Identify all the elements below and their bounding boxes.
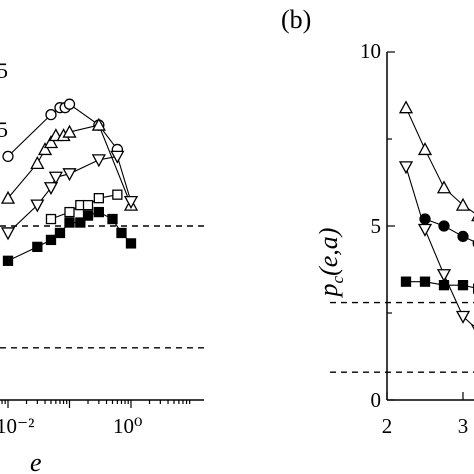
panel-b-series-4-point-4 [457, 280, 469, 291]
panel-a-series-1-point-2 [45, 108, 57, 121]
panel-a-series-5-point-2 [32, 241, 43, 253]
panel-b-series-2-point-3 [457, 230, 469, 243]
panel-a-series-3-point-6 [91, 154, 106, 168]
panel-a-xlabel: e [30, 448, 42, 474]
panel-a-series-2-point-1 [0, 190, 16, 204]
panel-a-series-2-point-3 [37, 142, 53, 156]
panel-b-xtick-label-2: 2 [382, 414, 393, 438]
panel-a-ticks [1, 400, 191, 408]
panel-b-series-2-line [424, 218, 474, 243]
panel-b-series-1-point-3 [436, 180, 452, 194]
panel-a-reference-lines [0, 225, 204, 349]
panel-b-series-4-point-3 [438, 280, 450, 291]
panel-a-series-2-point-8 [91, 117, 106, 131]
panel-a-series-3-point-4 [48, 171, 63, 185]
panel-a-series-5-point-7 [82, 210, 94, 221]
panel-a-series-4-point-4 [82, 199, 94, 211]
panel-b-ylabel-p: p [314, 283, 343, 298]
panel-b-ylabel-sub: c [328, 275, 347, 283]
panel-a-series-3-point-2 [30, 199, 45, 213]
panel-a-series-5-point-5 [64, 217, 75, 228]
panel-a-series-2-point-4 [43, 135, 59, 149]
panel-a-series-3-point-7 [110, 150, 125, 164]
panel-b-series-3-point-3 [436, 269, 452, 283]
panel-a: 5 5 10⁻² 10⁰ e [0, 58, 204, 474]
svg-text:pc(e,a): pc(e,a) [314, 228, 347, 299]
panel-a-series-4-point-2 [64, 206, 75, 218]
panel-b-series-3-point-1 [398, 161, 414, 175]
panel-a-series-4-point-1 [45, 213, 57, 225]
panel-a-series-3-point-3 [43, 182, 59, 196]
panel-b-label: (b) [281, 5, 311, 34]
panel-a-series-5-point-4 [54, 227, 66, 239]
panel-a-series-5-point-11 [125, 238, 137, 249]
panel-a-series-5-point-8 [93, 206, 104, 218]
panel-a-series-5-point-3 [45, 234, 57, 246]
panel-b-series [398, 100, 474, 331]
panel-b-xtick-label-3: 3 [458, 414, 469, 438]
panel-a-xtick-label-2: 10⁰ [113, 414, 142, 438]
panel-b-series-1-point-2 [417, 142, 433, 156]
panel-b-series-3-point-2 [417, 223, 433, 237]
panel-b-series-2-point-2 [438, 220, 450, 232]
panel-a-legend-fragment-2: 5 [0, 117, 8, 142]
panel-a-series-1-point-1 [2, 150, 14, 163]
panel-b-series-3-point-4 [455, 310, 471, 324]
panel-a-series-4-point-5 [93, 193, 104, 204]
panel-a-series [0, 98, 139, 266]
panel-b: (b) 10 5 0 2 3 pc(e,a) [281, 5, 474, 438]
panel-b-series-4-point-2 [419, 276, 431, 287]
panel-b-series-1-point-1 [398, 100, 414, 114]
panel-a-series-5-point-10 [116, 227, 127, 239]
panel-a-legend-fragment-1: 5 [0, 58, 8, 83]
panel-a-series-3-point-8 [123, 195, 139, 209]
panel-b-ylabel: pc(e,a) [314, 228, 347, 299]
panel-b-ytick-label-0: 0 [371, 388, 382, 412]
panel-a-series-5-point-1 [2, 255, 14, 266]
panel-a-series-4-point-6 [112, 189, 123, 200]
panel-b-ytick-label-5: 5 [371, 214, 382, 238]
panel-b-ylabel-args: (e,a) [314, 228, 343, 276]
panel-a-series-5-point-6 [75, 217, 86, 228]
panel-a-series-2-point-2 [30, 156, 45, 170]
panel-b-series-1-point-4 [455, 197, 471, 211]
panel-b-ytick-label-10: 10 [360, 39, 381, 63]
panel-a-xtick-label-1: 10⁻² [0, 414, 34, 438]
panel-a-series-3-point-1 [0, 227, 16, 241]
panel-a-series-5-point-9 [107, 213, 118, 225]
panel-b-series-4-point-1 [400, 276, 412, 287]
panel-b-reference-lines [330, 301, 474, 373]
panel-a-series-1-point-5 [63, 98, 76, 110]
panel-a-series-3-point-5 [62, 168, 77, 182]
panel-a-series-2-point-7 [62, 124, 77, 138]
